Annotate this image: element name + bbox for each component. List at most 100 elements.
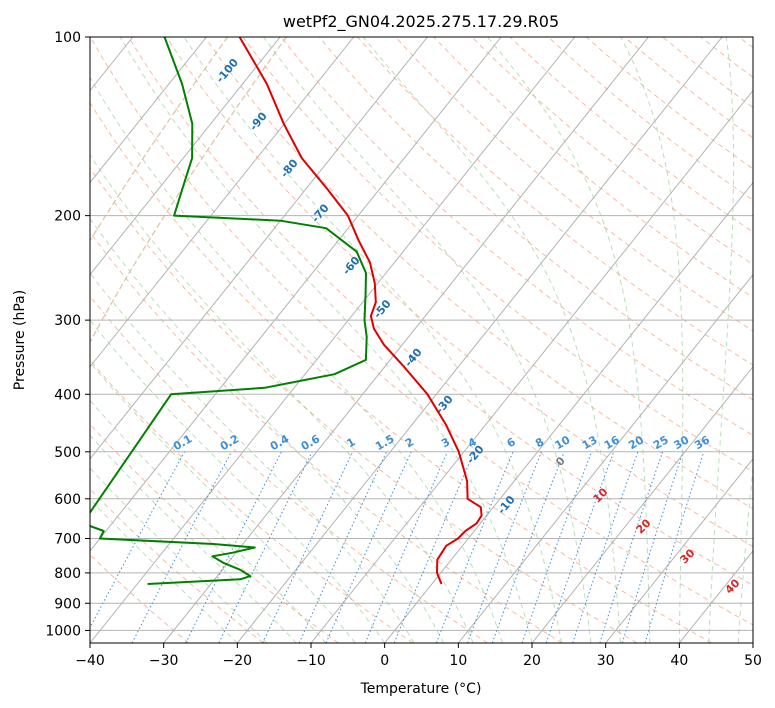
moist-adiabat [90,217,445,643]
dry-adiabat [204,37,753,510]
dry-adiabat [547,37,753,201]
moist-adiabat [119,37,533,643]
mixing-ratio-line [621,451,684,643]
isotherm [0,37,59,643]
mixing-ratio-label: 16 [602,433,622,452]
moist-adiabat [90,319,386,643]
mixing-ratio-label: 30 [671,433,691,452]
mixing-ratio-line [644,451,705,643]
moist-adiabat [183,37,562,643]
dry-adiabat [90,37,753,626]
x-tick-label: −10 [296,653,326,669]
mixing-ratio-label: 2 [403,435,416,450]
y-tick-label: 600 [54,492,81,508]
isotherm [752,642,753,643]
y-tick-label: 500 [54,445,81,461]
x-tick-label: 40 [670,653,688,669]
moist-adiabat [90,361,356,643]
temperature-profile [238,37,483,585]
moist-adiabat [487,37,651,643]
isotherm [310,89,753,643]
dry-adiabat-label: 20 [634,516,654,536]
mixing-ratio-line [467,451,542,643]
isotherm [384,181,753,643]
moist-adiabat [737,463,753,643]
saturation-label: -70 [309,201,332,225]
y-tick-label: 900 [54,596,81,612]
dry-adiabat [90,231,563,643]
dewpoint-profile [90,37,368,585]
dry-adiabat [509,37,753,233]
mixing-ratio-line [521,451,593,643]
y-tick-label: 700 [54,532,81,548]
isotherm [605,458,753,643]
y-tick-label: 1000 [45,623,81,639]
x-tick-label: −20 [223,653,253,669]
saturation-label: -30 [433,393,456,417]
x-tick-label: 30 [597,653,615,669]
mixing-ratio-line [218,451,313,643]
y-tick-label: 400 [54,387,81,403]
moist-adiabat [90,498,238,643]
dry-adiabat [128,37,753,586]
mixing-ratio-line [364,451,448,643]
moist-adiabat [708,37,735,643]
dry-adiabat [318,37,753,401]
dry-adiabat [90,359,414,643]
saturation-label: -80 [278,156,301,180]
mixing-ratio-line [393,451,475,643]
mixing-ratio-label: 20 [626,433,646,452]
isotherm [236,37,723,643]
dry-adiabat [395,37,753,332]
y-axis-label: Pressure (hPa) [12,290,28,390]
plot-frame [89,36,754,644]
mixing-ratio-label: 6 [505,435,518,450]
x-tick-label: −40 [75,653,105,669]
dry-adiabat [90,553,190,643]
mixing-ratio-line [185,451,282,643]
y-tick-label: 300 [54,313,81,329]
dry-adiabat [471,37,753,266]
isotherm [457,273,753,643]
mixing-ratio-label: 10 [553,433,573,452]
mixing-ratio-line [90,451,185,629]
chart-title: wetPf2_GN04.2025.275.17.29.R05 [283,12,559,32]
x-tick-label: 10 [449,653,467,669]
mixing-ratio-line [491,451,565,643]
mixing-ratio-line [131,451,232,643]
dry-adiabat [280,37,753,436]
isotherm [531,365,753,643]
moist-adiabat [90,76,503,643]
isotherm [90,37,281,276]
mixing-ratio-label: 1.5 [373,432,396,453]
mixing-ratio-label: 1 [344,435,357,450]
mixing-ratio-label: 3 [439,435,452,450]
saturation-label: -10 [495,493,518,517]
y-tick-label: 800 [54,566,81,582]
ozone-curve [90,37,287,344]
mixing-ratio-line [325,451,412,643]
dry-adiabat [90,101,712,643]
isotherm [90,37,207,184]
moist-adiabat [620,37,684,643]
isotherm [90,37,502,552]
mixing-ratio-line [599,451,664,643]
x-tick-label: 0 [380,653,389,669]
x-tick-label: 50 [744,653,762,669]
moist-adiabat [262,37,592,643]
dry-adiabat [90,488,264,643]
x-tick-label: −30 [149,653,179,669]
mixing-ratio-label: 0.4 [268,432,292,453]
dry-adiabat-label: 40 [723,576,743,596]
mixing-ratio-label: 25 [651,433,671,452]
y-tick-label: 100 [54,30,81,46]
dry-adiabat [700,37,753,79]
dry-adiabat-label: 0 [553,454,568,469]
x-tick-label: 20 [523,653,541,669]
dry-adiabat [90,167,638,643]
mixing-ratio-line [262,451,354,643]
mixing-ratio-line [572,451,639,643]
moist-adiabat [90,153,474,643]
isotherm [163,37,649,643]
